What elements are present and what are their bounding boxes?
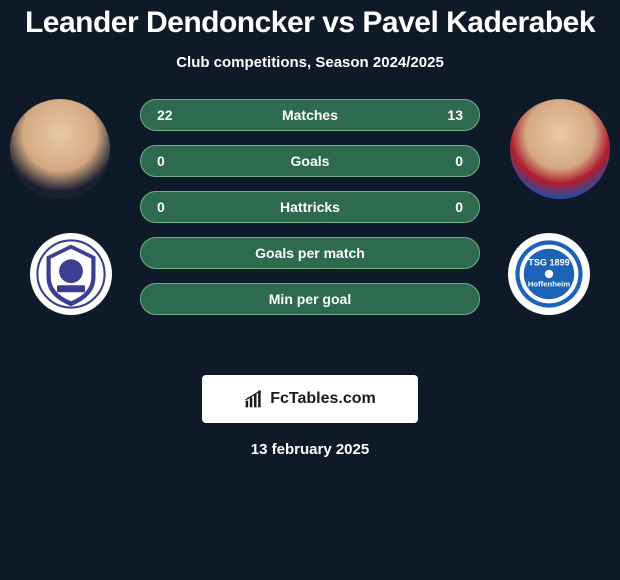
bar-chart-icon	[244, 389, 264, 409]
stat-row-goals-per-match: Goals per match	[140, 237, 480, 269]
page-title: Leander Dendoncker vs Pavel Kaderabek	[0, 0, 620, 40]
svg-text:Hoffenheim: Hoffenheim	[528, 280, 570, 289]
stat-left-value: 22	[157, 107, 183, 123]
stat-right-value: 0	[437, 199, 463, 215]
svg-text:TSG 1899: TSG 1899	[528, 258, 569, 268]
stat-left-value: 0	[157, 199, 183, 215]
club-right-badge: TSG 1899 Hoffenheim	[508, 233, 590, 315]
stat-row-goals: 0 Goals 0	[140, 145, 480, 177]
stat-pill-list: 22 Matches 13 0 Goals 0 0 Hattricks 0 Go…	[140, 99, 480, 315]
brand-text: FcTables.com	[270, 390, 376, 408]
stat-label: Goals per match	[157, 245, 463, 261]
player-right-avatar	[510, 99, 610, 199]
player-left-avatar	[10, 99, 110, 199]
stat-row-matches: 22 Matches 13	[140, 99, 480, 131]
club-left-badge	[30, 233, 112, 315]
stat-label: Matches	[183, 107, 437, 123]
stat-label: Hattricks	[183, 199, 437, 215]
stat-row-min-per-goal: Min per goal	[140, 283, 480, 315]
stat-label: Goals	[183, 153, 437, 169]
stat-label: Min per goal	[157, 291, 463, 307]
stat-right-value: 0	[437, 153, 463, 169]
anderlecht-crest-icon	[36, 239, 106, 309]
brand-card: FcTables.com	[202, 375, 418, 423]
stat-left-value: 0	[157, 153, 183, 169]
comparison-panel: TSG 1899 Hoffenheim 22 Matches 13 0 Goal…	[0, 99, 620, 359]
stat-row-hattricks: 0 Hattricks 0	[140, 191, 480, 223]
stat-right-value: 13	[437, 107, 463, 123]
page-subtitle: Club competitions, Season 2024/2025	[0, 54, 620, 71]
footer-date: 13 february 2025	[0, 441, 620, 458]
hoffenheim-crest-icon: TSG 1899 Hoffenheim	[514, 239, 584, 309]
